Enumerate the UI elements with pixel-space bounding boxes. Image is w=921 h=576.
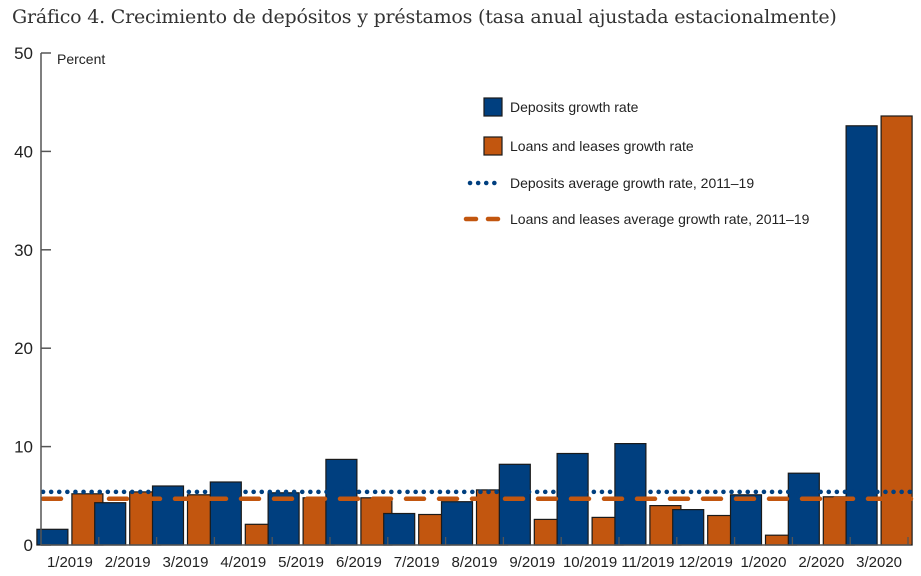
y-tick-label: 40 — [14, 142, 33, 161]
bars-layer — [36, 115, 913, 546]
x-tick-label: 1/2019 — [47, 554, 93, 571]
deposits-bar-3-2019 — [151, 485, 185, 546]
x-tick-label: 11/2019 — [621, 554, 674, 571]
legend-item: Loans and leases average growth rate, 20… — [463, 211, 810, 227]
x-tick-label: 3/2019 — [163, 554, 209, 571]
x-tick-label: 10/2019 — [563, 554, 617, 571]
x-tick-label: 2/2019 — [105, 554, 151, 571]
legend: Deposits growth rate Loans and leases gro… — [463, 97, 810, 227]
y-tick-label: 10 — [14, 438, 33, 457]
x-tick-label: 9/2019 — [509, 554, 555, 571]
y-tick-label: 20 — [14, 339, 33, 358]
deposits-bar-6-2019 — [325, 458, 358, 546]
deposits-bar-11-2019 — [614, 443, 647, 546]
x-tick-label: 8/2019 — [452, 554, 498, 571]
deposits-bar-8-2019 — [440, 501, 474, 546]
deposits-bar-9-2019 — [498, 463, 531, 546]
reference-lines-layer — [40, 489, 914, 502]
axes-layer: 0 10 20 30 40 50 Percent 1/2019 2/2019 3/2019 4/20… — [14, 44, 911, 571]
y-tick-label: 50 — [14, 44, 33, 63]
legend-label: Deposits average growth rate, 2011–19 — [510, 175, 754, 191]
legend-item: Deposits growth rate — [483, 97, 639, 117]
x-tick-label: 7/2019 — [394, 554, 440, 571]
x-tick-label: 2/2020 — [798, 554, 844, 571]
deposits-bar-2-2020 — [787, 472, 820, 546]
chart-title: Gráfico 4. Crecimiento de depósitos y pr… — [12, 6, 837, 28]
y-tick-label: 30 — [14, 241, 33, 260]
x-tick-label: 3/2020 — [856, 554, 902, 571]
x-tick-label: 12/2019 — [679, 554, 733, 571]
legend-label: Loans and leases average growth rate, 20… — [510, 211, 810, 227]
deposits-bar-3-2020 — [845, 125, 878, 546]
deposits-bar-12-2019 — [672, 509, 705, 546]
x-tick-label: 6/2019 — [336, 554, 382, 571]
legend-label: Loans and leases growth rate — [510, 138, 694, 154]
legend-label: Deposits growth rate — [510, 99, 639, 115]
y-tick-label: 0 — [24, 536, 33, 555]
x-tick-label: 4/2019 — [220, 554, 266, 571]
legend-swatch — [483, 97, 503, 117]
legend-item: Loans and leases growth rate — [483, 136, 694, 156]
legend-swatch — [483, 136, 503, 156]
legend-item: Deposits average growth rate, 2011–19 — [467, 175, 754, 191]
x-tick-label: 1/2020 — [741, 554, 787, 571]
y-axis-unit-label: Percent — [57, 51, 105, 67]
deposits-bar-2-2019 — [94, 502, 127, 546]
x-tick-label: 5/2019 — [278, 554, 324, 571]
loans-bar-3-2020 — [880, 115, 913, 546]
